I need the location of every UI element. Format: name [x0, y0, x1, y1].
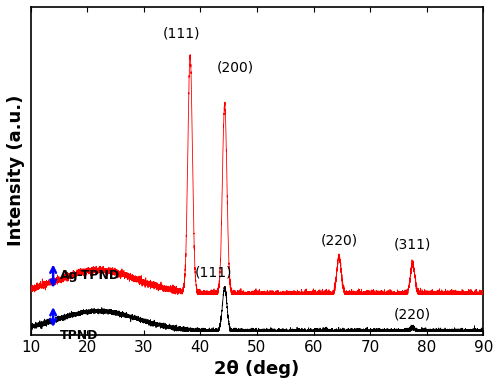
Text: (220): (220) — [394, 308, 431, 322]
Text: (111): (111) — [163, 27, 200, 41]
Text: Ag-TPND: Ag-TPND — [60, 270, 120, 282]
Text: (311): (311) — [394, 238, 432, 252]
Text: (111): (111) — [194, 265, 232, 280]
Text: TPND: TPND — [60, 330, 98, 343]
X-axis label: 2θ (deg): 2θ (deg) — [214, 360, 300, 378]
Y-axis label: Intensity (a.u.): Intensity (a.u.) — [7, 95, 25, 246]
Text: (200): (200) — [216, 60, 254, 75]
Text: (220): (220) — [320, 233, 358, 247]
